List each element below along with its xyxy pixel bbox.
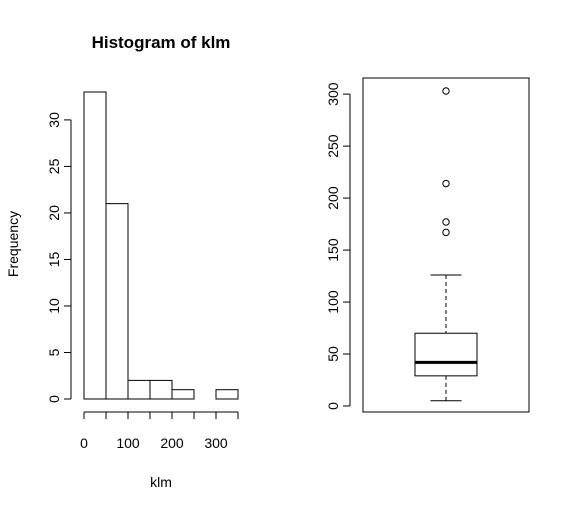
histogram-bar-4 <box>171 389 195 400</box>
histogram-y-tick-label: 20 <box>46 205 62 221</box>
histogram-bar-0 <box>83 91 107 400</box>
histogram-bar-3 <box>149 379 173 400</box>
histogram-x-axis: 0 100 200 300 <box>80 411 239 451</box>
histogram-panel: Histogram of klm 0 5 10 15 20 25 30 0 100 200 300… <box>5 33 239 490</box>
boxplot-panel: 0 50 100 150 200 250 300 <box>325 77 530 413</box>
boxplot-y-tick-label: 50 <box>325 346 341 362</box>
histogram-y-tick-label: 15 <box>46 251 62 267</box>
boxplot-outlier-point <box>442 218 450 226</box>
histogram-x-label: klm <box>150 474 172 490</box>
boxplot-y-tick-label: 150 <box>325 238 341 262</box>
boxplot-outlier-point <box>442 179 450 188</box>
histogram-bar-1 <box>105 203 129 400</box>
histogram-x-tick-label: 0 <box>80 435 88 451</box>
histogram-x-tick-label: 100 <box>116 435 140 451</box>
histogram-title: Histogram of klm <box>92 33 231 52</box>
histogram-y-tick-label: 0 <box>46 395 62 403</box>
boxplot-outlier-point <box>442 87 450 95</box>
histogram-y-tick-label: 5 <box>46 348 62 356</box>
histogram-y-tick-label: 10 <box>46 298 62 314</box>
boxplot-box <box>414 332 478 377</box>
histogram-bar-6 <box>215 389 239 400</box>
boxplot-y-tick-label: 250 <box>325 134 341 158</box>
boxplot-outliers <box>442 87 450 237</box>
boxplot-y-tick-label: 200 <box>325 186 341 210</box>
histogram-y-tick-label: 25 <box>46 158 62 174</box>
boxplot-outlier-point <box>442 228 450 237</box>
histogram-y-tick-label: 30 <box>46 112 62 128</box>
boxplot-y-tick-label: 0 <box>325 402 341 410</box>
boxplot-y-tick-label: 300 <box>325 82 341 106</box>
histogram-y-label: Frequency <box>5 211 21 277</box>
boxplot-y-axis: 0 50 100 150 200 250 300 <box>325 82 351 410</box>
boxplot-frame <box>362 77 530 413</box>
histogram-x-tick-label: 200 <box>160 435 184 451</box>
boxplot-y-tick-label: 100 <box>325 290 341 314</box>
histogram-bars <box>83 91 239 400</box>
histogram-bar-2 <box>127 379 151 400</box>
histogram-y-axis: 0 5 10 15 20 25 30 <box>46 112 72 403</box>
boxplot-body <box>414 274 478 402</box>
histogram-x-tick-label: 300 <box>204 435 228 451</box>
